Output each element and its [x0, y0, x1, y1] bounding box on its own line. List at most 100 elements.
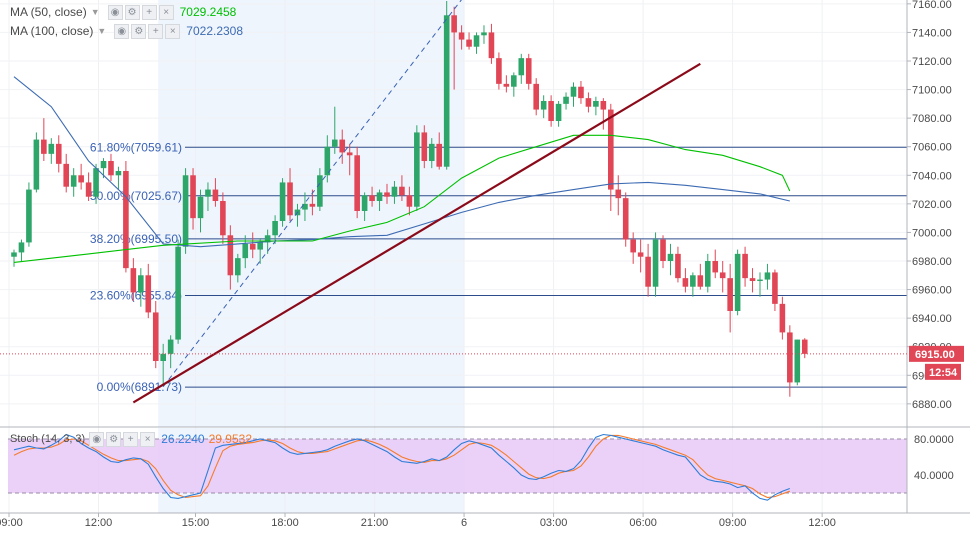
- candle-down: [533, 83, 539, 110]
- price-tick-label: 7060.00: [912, 142, 952, 154]
- last-price-tag: [909, 345, 964, 362]
- fibonacci-levels[interactable]: 61.80%(7059.61) 50.00%(7025.67) 38.20%(699…: [90, 140, 907, 394]
- price-tick-label: 7000.00: [912, 227, 952, 239]
- candle-up: [593, 101, 599, 107]
- candle-up: [667, 253, 674, 261]
- candle-down: [41, 139, 47, 154]
- candle-down: [249, 243, 256, 250]
- time-tick-label: 15:00: [182, 517, 210, 529]
- chevron-down-icon[interactable]: ▼: [97, 26, 107, 36]
- candle-up: [652, 239, 659, 287]
- candle-up: [511, 75, 517, 87]
- candle-down: [339, 139, 346, 153]
- candle-down: [779, 303, 786, 333]
- candle-up: [70, 175, 77, 187]
- candle-down: [488, 32, 495, 59]
- gear-icon[interactable]: ⚙: [106, 431, 122, 447]
- candle-down: [787, 332, 793, 383]
- price-tick-label: 6960.00: [912, 285, 952, 297]
- legend-ma100[interactable]: MA (100, close) ▼ ◉ ⚙ + × 7022.2308: [10, 22, 243, 40]
- add-icon[interactable]: +: [123, 431, 139, 447]
- close-icon[interactable]: ×: [158, 4, 174, 20]
- gear-icon[interactable]: ⚙: [131, 23, 147, 39]
- candle-up: [794, 339, 801, 383]
- candle-up: [205, 189, 211, 197]
- gear-icon[interactable]: ⚙: [124, 4, 140, 20]
- candle-up: [175, 246, 181, 340]
- fib-level-label: 50.00%(7025.67): [90, 189, 182, 203]
- candle-up: [138, 275, 144, 293]
- stochastic-lines: [8, 433, 907, 501]
- candle-up: [757, 279, 763, 281]
- candle-up: [361, 195, 368, 211]
- candle-down: [212, 189, 219, 201]
- time-tick-label: 09:00: [0, 517, 23, 529]
- legend-ma100-name: MA (100, close): [10, 24, 94, 38]
- candle-down: [190, 175, 196, 219]
- candle-up: [704, 261, 711, 287]
- close-icon[interactable]: ×: [140, 431, 156, 447]
- legend-ma50-value: 7029.2458: [179, 5, 237, 19]
- stoch-tick-label: 40.0000: [914, 470, 954, 482]
- price-tick-label: 7160.00: [912, 0, 952, 11]
- eye-icon[interactable]: ◉: [107, 4, 123, 20]
- candle-down: [727, 278, 733, 311]
- time-axis[interactable]: 09:00 12:00 15:00 18:00 21:00 6 03:00 06:00 09:0…: [0, 512, 970, 529]
- candle-down: [399, 186, 405, 196]
- eye-icon[interactable]: ◉: [89, 431, 105, 447]
- candle-down: [346, 152, 353, 156]
- candle-up: [518, 58, 525, 76]
- candle-down: [130, 268, 137, 293]
- candle-down: [622, 198, 629, 240]
- trendline[interactable]: [132, 62, 701, 404]
- candle-down: [645, 256, 651, 287]
- candle-up: [167, 339, 174, 354]
- drawings[interactable]: [132, 0, 701, 404]
- candle-down: [152, 312, 159, 361]
- candle-up: [302, 203, 308, 210]
- candle-down: [801, 339, 808, 354]
- candle-up: [324, 146, 331, 176]
- time-tick-label: 03:00: [540, 517, 568, 529]
- ma50-line: [13, 134, 791, 263]
- candle-down: [749, 278, 756, 281]
- candle-up: [242, 243, 249, 259]
- legend-stoch-d: 29.9532: [208, 432, 252, 446]
- chevron-down-icon[interactable]: ▼: [90, 7, 100, 17]
- time-tick-label: 12:00: [808, 517, 836, 529]
- candle-down: [384, 192, 390, 197]
- stoch-k-line: [13, 433, 790, 501]
- candle-up: [570, 86, 577, 97]
- price-tick-label: 6880.00: [912, 399, 952, 411]
- candle-down: [600, 101, 607, 110]
- candle-down: [55, 143, 62, 164]
- candle-up: [764, 272, 771, 280]
- price-tick-label: 7080.00: [912, 113, 952, 125]
- stoch-axis: 80.0000 40.0000: [914, 434, 954, 482]
- candle-down: [108, 161, 114, 176]
- legend-stoch[interactable]: Stoch (14, 3, 3) ◉ ⚙ + × 26.2240 29.9532: [10, 430, 252, 448]
- legend-ma50[interactable]: MA (50, close) ▼ ◉ ⚙ + × 7029.2458: [10, 3, 236, 21]
- candle-down: [525, 58, 532, 84]
- time-tick-label: 21:00: [361, 517, 389, 529]
- time-tick-label: 06:00: [629, 517, 657, 529]
- fib-retracement-diagonal[interactable]: [162, 0, 462, 388]
- add-icon[interactable]: +: [148, 23, 164, 39]
- fib-level-label: 0.00%(6891.73): [97, 380, 182, 394]
- fib-level-label: 61.80%(7059.61): [90, 140, 182, 154]
- fib-level-label: 23.60%(6955.84): [90, 289, 182, 303]
- moving-averages: [13, 76, 791, 263]
- eye-icon[interactable]: ◉: [114, 23, 130, 39]
- candle-down: [660, 239, 666, 261]
- candle-down: [578, 86, 584, 99]
- candle-down: [697, 275, 704, 287]
- add-icon[interactable]: +: [141, 4, 157, 20]
- candle-down: [712, 261, 719, 273]
- price-tick-label: 6940.00: [912, 313, 952, 325]
- candle-up: [376, 192, 383, 201]
- candle-down: [63, 163, 70, 187]
- close-icon[interactable]: ×: [165, 23, 181, 39]
- candle-up: [33, 139, 40, 190]
- candle-down: [123, 171, 129, 269]
